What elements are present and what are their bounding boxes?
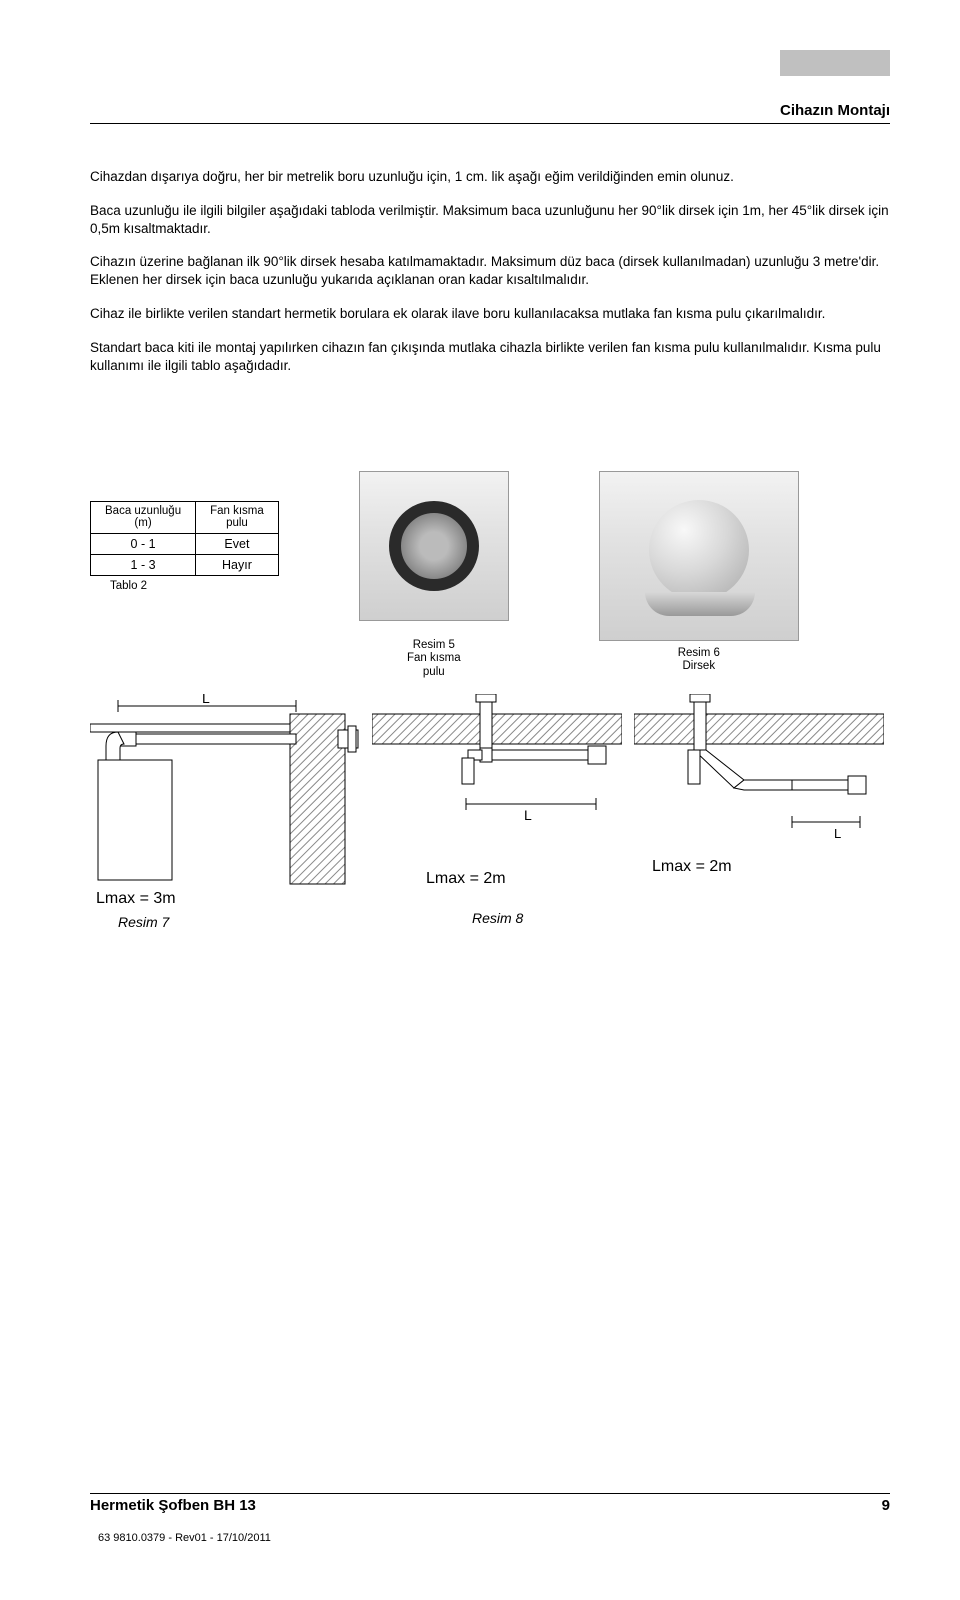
diagram-8-left: L Lmax = 2m Resim 8 xyxy=(372,694,622,930)
paragraph-1: Cihazdan dışarıya doğru, her bir metreli… xyxy=(90,168,890,186)
paragraph-3: Cihazın üzerine bağlanan ilk 90°lik dirs… xyxy=(90,253,890,289)
figures-row: Baca uzunluğu (m) Fan kısma pulu 0 - 1 E… xyxy=(90,471,890,680)
table-2: Baca uzunluğu (m) Fan kısma pulu 0 - 1 E… xyxy=(90,501,279,576)
table-2-col2-header: Fan kısma pulu xyxy=(196,501,279,533)
diagram-7-caption: Resim 7 xyxy=(90,914,360,930)
table-2-col1-header: Baca uzunluğu (m) xyxy=(91,501,196,533)
footer-page-number: 9 xyxy=(882,1497,890,1514)
figure-6-image xyxy=(599,471,799,641)
page-footer: Hermetik Şofben BH 13 9 63 9810.0379 - R… xyxy=(90,1493,890,1544)
figure-5-caption: Resim 5 Fan kısma pulu xyxy=(359,639,509,680)
diagram-8-right: L Lmax = 2m xyxy=(634,694,884,930)
diagram-8-caption: Resim 8 xyxy=(372,910,622,926)
figure-6-caption: Resim 6 Dirsek xyxy=(599,647,799,675)
section-title: Cihazın Montajı xyxy=(90,102,890,124)
figure-5: Resim 5 Fan kısma pulu xyxy=(359,471,509,680)
diagram-8-lmax-a: Lmax = 2m xyxy=(426,870,622,888)
dim-L: L xyxy=(202,694,210,706)
table-2-wrap: Baca uzunluğu (m) Fan kısma pulu 0 - 1 E… xyxy=(90,501,279,592)
diagrams-row: L Lmax = 3m Resim 7 xyxy=(90,694,890,930)
figure-6: Resim 6 Dirsek xyxy=(599,471,799,675)
paragraph-4: Cihaz ile birlikte verilen standart herm… xyxy=(90,305,890,323)
diagram-8-lmax-b: Lmax = 2m xyxy=(652,858,884,876)
table-row: 0 - 1 Evet xyxy=(91,533,279,554)
diagram-7-lmax: Lmax = 3m xyxy=(96,890,360,908)
paragraph-5: Standart baca kiti ile montaj yapılırken… xyxy=(90,339,890,375)
svg-text:L: L xyxy=(524,807,532,823)
footer-product: Hermetik Şofben BH 13 xyxy=(90,1497,256,1514)
figure-5-image xyxy=(359,471,509,621)
diagram-7: L Lmax = 3m Resim 7 xyxy=(90,694,360,930)
header-accent-bar xyxy=(780,50,890,76)
footer-docref: 63 9810.0379 - Rev01 - 17/10/2011 xyxy=(90,1532,890,1544)
table-row: 1 - 3 Hayır xyxy=(91,554,279,575)
svg-text:L: L xyxy=(834,826,841,841)
table-2-caption: Tablo 2 xyxy=(90,580,279,592)
paragraph-2: Baca uzunluğu ile ilgili bilgiler aşağıd… xyxy=(90,202,890,238)
body-text-block: Cihazdan dışarıya doğru, her bir metreli… xyxy=(90,168,890,375)
